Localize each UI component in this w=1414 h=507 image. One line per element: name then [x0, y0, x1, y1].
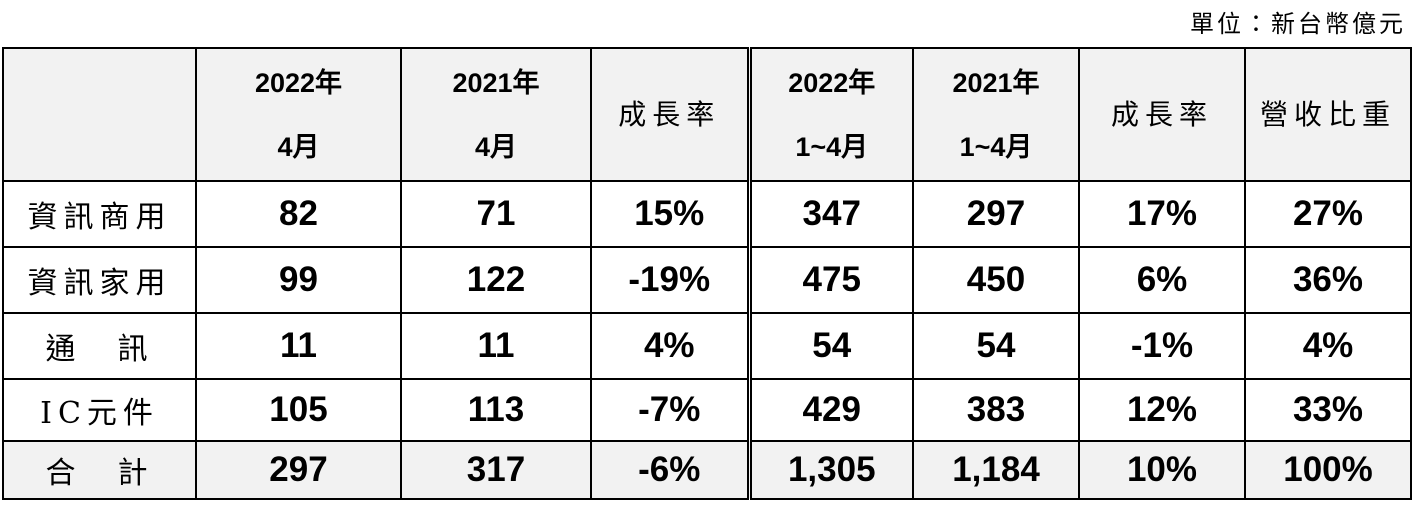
header-cell [2, 47, 197, 182]
header-row: 2022年 4月 2021年 4月 成長率 2022年 1~4月 2021年 1~4月 成長率 營收… [2, 47, 1412, 182]
cell: -7% [590, 378, 750, 442]
header-text: 2021年 [452, 67, 540, 98]
cell: 100% [1244, 440, 1412, 500]
cell: 317 [400, 440, 592, 500]
cell: 383 [912, 378, 1080, 442]
header-text: 2021年 [952, 67, 1040, 98]
cell: 429 [746, 378, 914, 442]
header-cell: 成長率 [590, 47, 750, 182]
header-cell: 2021年 4月 [400, 47, 592, 182]
cell: 11 [400, 312, 592, 380]
row-label: 資訊商用 [2, 180, 197, 248]
header-cell: 營收比重 [1244, 47, 1412, 182]
cell: 347 [746, 180, 914, 248]
cell: 122 [400, 246, 592, 314]
header-text: 營收比重 [1259, 97, 1396, 131]
cell: 54 [746, 312, 914, 380]
cell: 450 [912, 246, 1080, 314]
revenue-table: 2022年 4月 2021年 4月 成長率 2022年 1~4月 2021年 1~4月 成長率 營收… [2, 47, 1412, 500]
header-cell: 成長率 [1078, 47, 1246, 182]
header-cell: 2021年 1~4月 [912, 47, 1080, 182]
row-label: 通 訊 [2, 312, 197, 380]
cell: 54 [912, 312, 1080, 380]
cell: 105 [195, 378, 402, 442]
header-text: 1~4月 [959, 131, 1033, 162]
data-row: 合 計 297 317 -6% 1,305 1,184 10% 100% [2, 440, 1412, 500]
cell: 15% [590, 180, 750, 248]
row-label: IC元件 [2, 378, 197, 442]
cell: 11 [195, 312, 402, 380]
cell: 1,305 [746, 440, 914, 500]
data-row: 通 訊 11 11 4% 54 54 -1% 4% [2, 312, 1412, 380]
header-text: 4月 [474, 131, 518, 162]
cell: 6% [1078, 246, 1246, 314]
header-text: 4月 [277, 131, 320, 162]
cell: 12% [1078, 378, 1246, 442]
cell: 1,184 [912, 440, 1080, 500]
data-row: 資訊商用 82 71 15% 347 297 17% 27% [2, 180, 1412, 248]
cell: 297 [912, 180, 1080, 248]
header-cell: 2022年 1~4月 [746, 47, 914, 182]
row-label: 資訊家用 [2, 246, 197, 314]
cell: -19% [590, 246, 750, 314]
cell: 99 [195, 246, 402, 314]
header-cell: 2022年 4月 [195, 47, 402, 182]
cell: 475 [746, 246, 914, 314]
cell: 27% [1244, 180, 1412, 248]
cell: 33% [1244, 378, 1412, 442]
cell: 297 [195, 440, 402, 500]
cell: 17% [1078, 180, 1246, 248]
header-text: 2022年 [254, 67, 343, 98]
header-text: 2022年 [788, 67, 876, 98]
header-text: 成長率 [1110, 97, 1213, 131]
cell: 4% [1244, 312, 1412, 380]
cell: 113 [400, 378, 592, 442]
data-row: IC元件 105 113 -7% 429 383 12% 33% [2, 378, 1412, 442]
cell: 4% [590, 312, 750, 380]
data-row: 資訊家用 99 122 -19% 475 450 6% 36% [2, 246, 1412, 314]
table-body: 2022年 4月 2021年 4月 成長率 2022年 1~4月 2021年 1~4月 成長率 營收… [2, 47, 1412, 500]
unit-note: 單位：新台幣億元 [1190, 10, 1406, 38]
header-text: 成長率 [618, 97, 721, 131]
cell: 71 [400, 180, 592, 248]
cell: 10% [1078, 440, 1246, 500]
cell: 82 [195, 180, 402, 248]
header-text: 1~4月 [795, 131, 869, 162]
cell: 36% [1244, 246, 1412, 314]
cell: -6% [590, 440, 750, 500]
row-label: 合 計 [2, 440, 197, 500]
cell: -1% [1078, 312, 1246, 380]
